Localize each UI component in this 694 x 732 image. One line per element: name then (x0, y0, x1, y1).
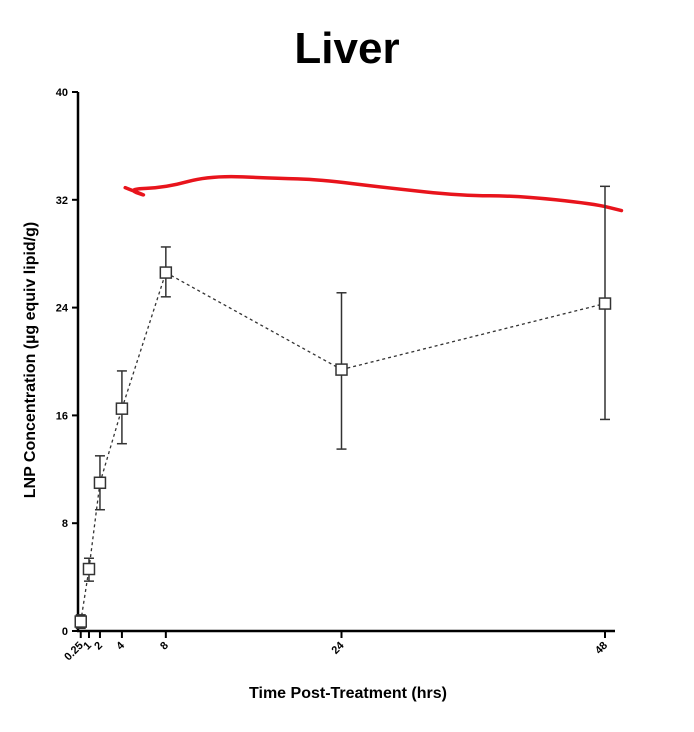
x-tick-label: 2 (92, 640, 105, 653)
data-point-marker (159, 266, 173, 279)
series-line-segment (121, 272, 167, 409)
axes (76, 92, 615, 633)
series-line-segment (99, 408, 123, 483)
data-point-marker (93, 476, 107, 490)
data-point-marker (74, 615, 87, 628)
red-annotation-stroke (123, 174, 624, 213)
data-point-marker (598, 297, 612, 310)
series-line-segment (80, 568, 90, 622)
y-tick-label: 32 (56, 195, 68, 207)
chart-title: Liver (294, 24, 399, 73)
y-tick-label: 8 (62, 518, 68, 530)
series-line-segment (165, 271, 342, 371)
x-tick-label: 4 (114, 639, 127, 652)
series-lines (80, 271, 606, 622)
series-line-segment (341, 302, 606, 371)
y-tick-label: 16 (56, 410, 68, 422)
x-tick-label: 24 (329, 639, 347, 657)
y-tick-label: 24 (56, 303, 69, 315)
data-point-marker (115, 402, 129, 415)
y-tick-label: 40 (56, 87, 68, 99)
error-bars (75, 185, 610, 630)
data-point-marker (82, 562, 96, 576)
x-axis-label: Time Post-Treatment (hrs) (249, 685, 447, 702)
y-axis-label: LNP Concentration (µg equiv lipid/g) (22, 222, 39, 498)
x-tick-label: 48 (593, 640, 610, 657)
annotation-layer (123, 174, 624, 213)
y-tick-label: 0 (62, 626, 68, 638)
data-point-marker (335, 363, 348, 376)
data-markers (74, 266, 612, 628)
series-line-segment (88, 482, 101, 570)
x-tick-label: 8 (158, 640, 171, 653)
